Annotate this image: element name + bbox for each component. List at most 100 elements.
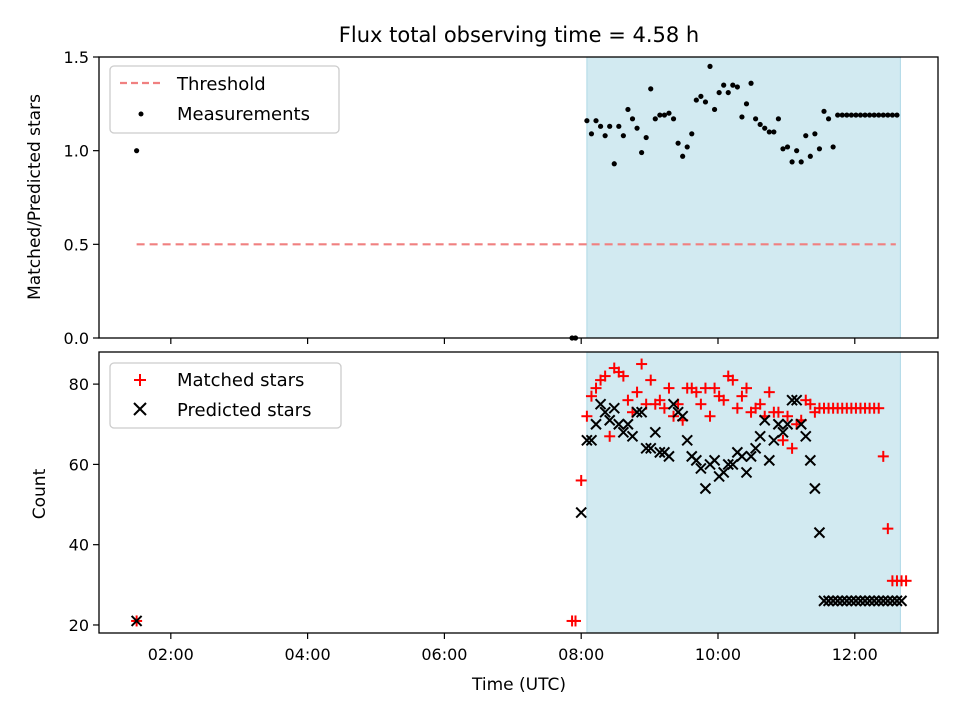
- measurement-point: [634, 125, 640, 131]
- ratio-y-tick-label: 0.5: [64, 235, 89, 254]
- predicted-star-point: [603, 414, 616, 426]
- matched-star-point: [873, 402, 885, 414]
- measurement-point: [661, 112, 668, 118]
- predicted-star-point: [695, 462, 707, 475]
- matched-star-point: [690, 386, 702, 398]
- predicted-star-point: [645, 442, 657, 455]
- measurement-point: [862, 112, 868, 118]
- legend-threshold-label: Threshold: [176, 74, 266, 95]
- predicted-star-point: [868, 595, 880, 607]
- predicted-star-point: [617, 426, 630, 438]
- predicted-star-point: [613, 418, 625, 430]
- measurement-point: [684, 144, 690, 150]
- matched-star-point: [663, 382, 675, 394]
- ratio-observing-window: [586, 57, 901, 338]
- predicted-star-point: [827, 595, 839, 607]
- count-y-tick-label: 60: [69, 455, 89, 474]
- predicted-star-point: [599, 406, 611, 418]
- measurement-point: [871, 112, 877, 118]
- predicted-star-point: [882, 595, 894, 607]
- measurement-point: [812, 131, 818, 137]
- measurement-point: [707, 63, 713, 69]
- predicted-star-point: [772, 418, 785, 430]
- predicted-star-point: [681, 434, 693, 447]
- predicted-star-point: [813, 526, 826, 539]
- measurement-point: [675, 140, 681, 146]
- x-tick-label: 10:00: [695, 645, 741, 664]
- predicted-star-point: [654, 446, 666, 459]
- matched-star-point: [631, 386, 643, 398]
- predicted-star-point: [594, 398, 607, 410]
- measurement-point: [894, 112, 900, 118]
- predicted-star-point: [590, 418, 602, 430]
- predicted-star-point: [786, 394, 798, 406]
- predicted-star-point: [850, 595, 862, 607]
- measurement-point: [789, 159, 795, 165]
- predicted-star-point: [745, 450, 757, 463]
- measurement-point: [670, 116, 677, 122]
- x-tick-label: 02:00: [148, 645, 194, 664]
- matched-star-point: [704, 410, 716, 422]
- measurement-point: [867, 112, 873, 118]
- matched-star-point: [585, 390, 597, 402]
- predicted-star-point: [581, 434, 593, 447]
- measurement-point: [857, 112, 864, 118]
- x-tick-label: 04:00: [285, 645, 331, 664]
- measurement-point: [876, 112, 882, 118]
- matched-star-point: [581, 410, 593, 422]
- measurement-point: [584, 118, 590, 124]
- predicted-star-point: [727, 458, 739, 471]
- matched-star-point: [727, 374, 739, 386]
- measurement-point: [757, 121, 763, 128]
- matched-star-point: [695, 398, 707, 410]
- measurement-point: [625, 106, 631, 113]
- measurement-point: [889, 112, 896, 118]
- predicted-star-point: [690, 454, 703, 467]
- matched-star-point: [622, 394, 634, 406]
- ratio-y-tick-label: 0.0: [64, 329, 89, 348]
- ratio-panel: 0.0 0.5 1.0 1.5 Matched/Predicted stars Thr…: [25, 48, 939, 348]
- ratio-y-tick-label: 1.5: [64, 48, 89, 67]
- predicted-star-point: [877, 595, 889, 607]
- count-y-tick-label: 40: [69, 536, 89, 555]
- predicted-star-point: [863, 595, 876, 607]
- count-y-axis-label: Count: [30, 468, 50, 519]
- matched-star-point: [763, 386, 775, 398]
- matched-star-point: [590, 382, 602, 394]
- legend-predicted-label: Predicted stars: [177, 400, 311, 421]
- predicted-star-point: [804, 454, 817, 467]
- figure-title: Flux total observing time = 4.58 h: [339, 23, 699, 47]
- predicted-star-point: [631, 406, 643, 418]
- measurement-point: [620, 133, 626, 139]
- measurement-point: [885, 112, 891, 118]
- predicted-star-point: [622, 418, 634, 430]
- measurement-point: [689, 131, 695, 137]
- predicted-star-point: [818, 595, 830, 607]
- predicted-star-point: [891, 595, 903, 607]
- predicted-star-point: [130, 615, 143, 627]
- predicted-star-point: [708, 454, 721, 467]
- measurement-point: [725, 89, 731, 96]
- legend-matched-plus-icon: [134, 374, 146, 386]
- measurement-point: [775, 116, 782, 122]
- legend-measurements-label: Measurements: [177, 104, 310, 125]
- predicted-star-point: [836, 595, 848, 607]
- predicted-star-point: [790, 394, 803, 406]
- matched-star-point: [575, 474, 587, 486]
- matched-star-point: [804, 398, 816, 410]
- count-legend-box: [109, 362, 342, 429]
- matched-star-point: [877, 450, 889, 462]
- predicted-star-point: [822, 595, 835, 607]
- predicted-star-point: [841, 595, 853, 607]
- predicted-star-point: [575, 506, 587, 519]
- measurement-point: [807, 153, 813, 159]
- measurement-point: [629, 116, 636, 122]
- measurement-point: [839, 112, 845, 118]
- matched-star-point: [645, 374, 657, 386]
- x-tick-label: 06:00: [421, 645, 467, 664]
- ratio-legend-box: [109, 65, 340, 134]
- matched-star-point: [569, 615, 581, 627]
- predicted-star-point: [759, 414, 771, 426]
- measurement-point: [830, 144, 836, 150]
- predicted-star-point: [754, 430, 766, 443]
